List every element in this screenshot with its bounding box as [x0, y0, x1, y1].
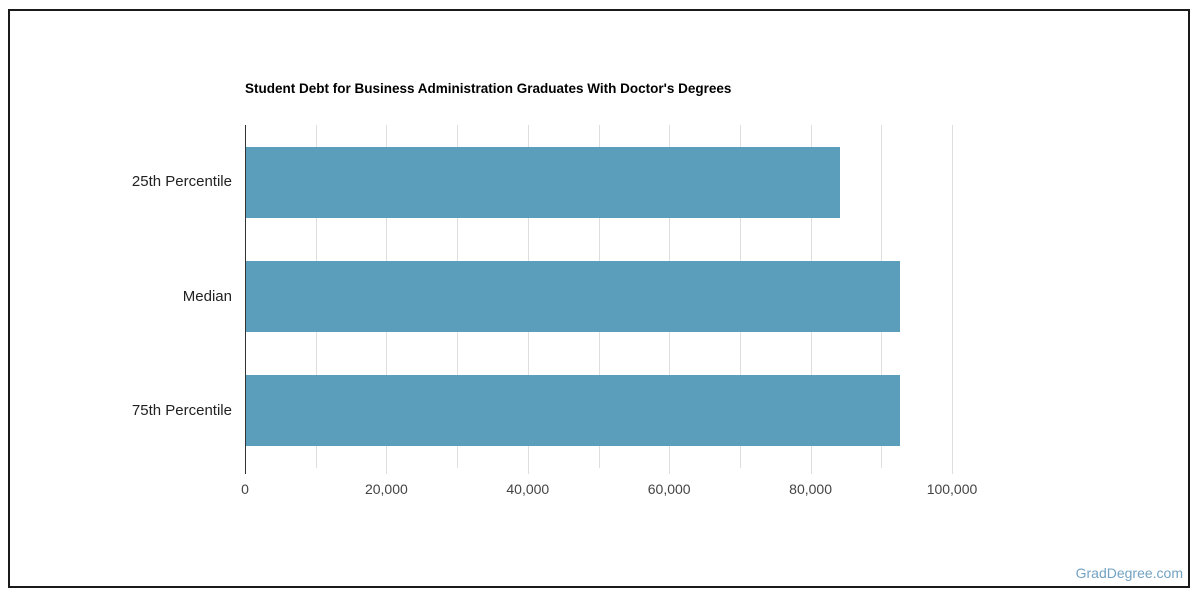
bar: [246, 146, 840, 218]
plot-area: [245, 125, 1005, 474]
x-tick-label: 60,000: [647, 481, 691, 497]
x-tick-label: 0: [241, 481, 249, 497]
gridline: [952, 125, 953, 474]
x-tick-label: 80,000: [789, 481, 832, 497]
chart-title: Student Debt for Business Administration…: [245, 81, 732, 96]
bar: [246, 261, 900, 332]
watermark-link[interactable]: GradDegree.com: [1075, 565, 1183, 581]
x-tick-label: 100,000: [926, 481, 978, 497]
y-axis-line: [245, 125, 246, 474]
x-tick-label: 40,000: [506, 481, 550, 497]
category-label: 75th Percentile: [131, 401, 232, 419]
category-label: Median: [182, 287, 232, 305]
x-tick-label: 20,000: [364, 481, 408, 497]
bar: [246, 375, 900, 447]
category-label: 25th Percentile: [131, 173, 232, 191]
